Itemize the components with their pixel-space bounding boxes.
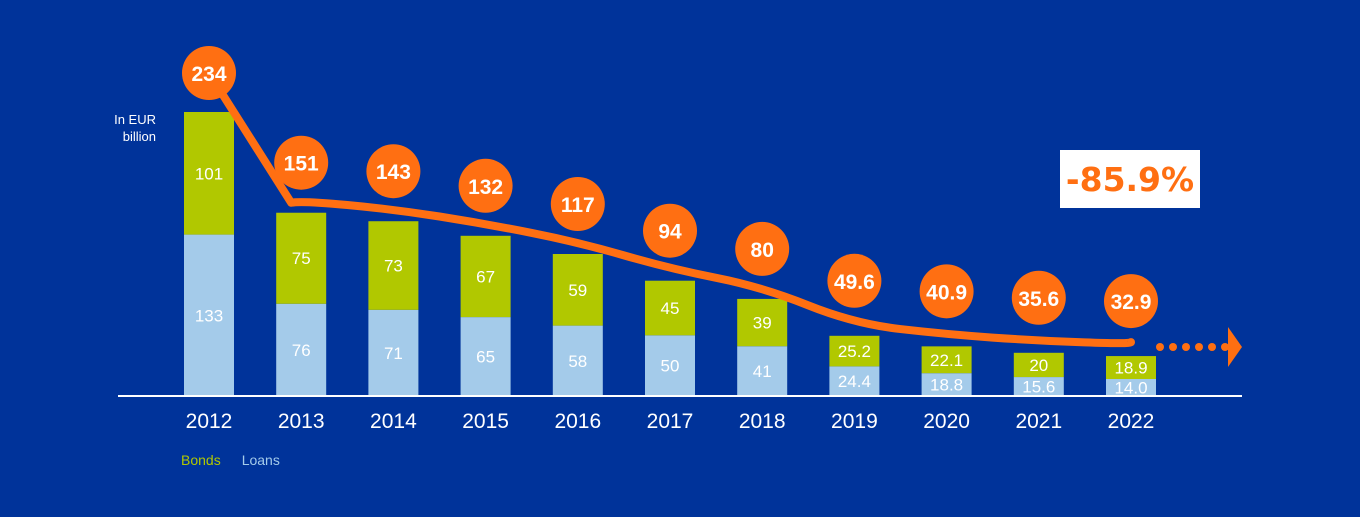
bar-label-bonds-2022: 18.9 xyxy=(1114,359,1147,378)
bar-bonds-2021 xyxy=(1013,352,1064,378)
total-circle-2016 xyxy=(550,177,605,231)
unit-line-1: In EUR xyxy=(114,112,156,127)
bar-label-bonds-2017: 45 xyxy=(661,299,680,318)
bar-label-bonds-2016: 59 xyxy=(568,281,587,300)
bar-bonds-2022 xyxy=(1106,356,1156,380)
y-axis-unit-label: In EUR billion xyxy=(100,111,156,145)
bar-label-bonds-2014: 73 xyxy=(384,257,403,276)
bar-loans-2018 xyxy=(737,346,788,396)
x-tick-label-2021: 2021 xyxy=(1015,410,1062,433)
bar-label-loans-2014: 71 xyxy=(384,344,403,363)
trend-dot-6 xyxy=(1221,343,1229,351)
bar-label-bonds-2020: 22.1 xyxy=(930,351,963,370)
bar-label-loans-2020: 18.8 xyxy=(930,376,963,395)
total-label-2022: 32.9 xyxy=(1111,291,1152,314)
bar-loans-2013 xyxy=(276,303,327,396)
legend-bonds: Bonds xyxy=(181,452,221,468)
x-tick-label-2015: 2015 xyxy=(462,410,509,433)
trend-arrowhead xyxy=(1228,327,1242,367)
x-tick-label-2013: 2013 xyxy=(278,410,325,433)
bar-label-bonds-2018: 39 xyxy=(753,314,772,333)
total-circle-2018 xyxy=(735,221,790,276)
trend-dot-1 xyxy=(1156,343,1164,351)
x-tick-label-2017: 2017 xyxy=(647,410,694,433)
bar-label-bonds-2019: 25.2 xyxy=(838,342,871,361)
unit-line-2: billion xyxy=(122,129,156,144)
total-label-2015: 132 xyxy=(468,176,503,199)
bar-label-bonds-2013: 75 xyxy=(292,249,311,268)
bar-label-loans-2018: 41 xyxy=(753,362,772,381)
total-label-2020: 40.9 xyxy=(926,281,967,304)
total-circle-2021 xyxy=(1011,270,1066,325)
bar-bonds-2014 xyxy=(368,221,419,310)
bar-bonds-2019 xyxy=(829,335,880,367)
total-label-2019: 49.6 xyxy=(834,271,875,294)
x-tick-label-2016: 2016 xyxy=(554,410,601,433)
bar-loans-2015 xyxy=(460,317,511,396)
total-label-2018: 80 xyxy=(751,239,774,262)
total-label-2014: 143 xyxy=(376,161,411,184)
bar-loans-2020 xyxy=(921,373,972,396)
total-label-2013: 151 xyxy=(284,153,319,176)
total-label-2012: 234 xyxy=(191,63,226,86)
bar-bonds-2015 xyxy=(460,235,511,318)
x-tick-label-2019: 2019 xyxy=(831,410,878,433)
bar-loans-2021 xyxy=(1013,377,1064,396)
x-tick-label-2020: 2020 xyxy=(923,410,970,433)
bar-label-loans-2022: 14.0 xyxy=(1114,379,1147,398)
total-circle-2014 xyxy=(366,144,421,199)
x-tick-label-2012: 2012 xyxy=(186,410,233,433)
bar-loans-2017 xyxy=(645,335,695,396)
trend-dot-2 xyxy=(1169,343,1177,351)
bar-bonds-2018 xyxy=(737,298,788,347)
total-circle-2013 xyxy=(274,135,329,190)
trend-dot-3 xyxy=(1182,343,1190,351)
bar-loans-2016 xyxy=(552,325,603,396)
x-tick-label-2022: 2022 xyxy=(1108,410,1155,433)
bar-label-loans-2013: 76 xyxy=(292,341,311,360)
total-label-2016: 117 xyxy=(561,194,595,217)
bar-bonds-2020 xyxy=(921,346,972,374)
trend-dot-5 xyxy=(1208,343,1216,351)
bar-label-loans-2019: 24.4 xyxy=(838,372,871,391)
bar-loans-2022 xyxy=(1106,379,1156,396)
total-label-2017: 94 xyxy=(658,221,682,244)
total-label-2021: 35.6 xyxy=(1018,288,1059,311)
total-circle-2020 xyxy=(919,264,974,319)
legend-loans: Loans xyxy=(241,452,280,468)
bar-label-loans-2012: 133 xyxy=(195,306,223,325)
bar-bonds-2017 xyxy=(645,280,695,336)
bar-loans-2019 xyxy=(829,366,880,396)
x-tick-label-2018: 2018 xyxy=(739,410,786,433)
bar-bonds-2012 xyxy=(184,112,234,235)
bar-loans-2014 xyxy=(368,309,419,396)
bar-bonds-2016 xyxy=(552,254,603,326)
bar-label-bonds-2021: 20 xyxy=(1029,356,1048,375)
bar-label-bonds-2012: 101 xyxy=(195,164,223,183)
total-circle-2012 xyxy=(182,46,236,100)
total-circle-2017 xyxy=(643,203,697,258)
trend-dot-4 xyxy=(1195,343,1203,351)
bar-label-loans-2021: 15.6 xyxy=(1022,378,1055,397)
bar-bonds-2013 xyxy=(276,212,327,304)
total-circle-2015 xyxy=(458,158,513,213)
total-circle-2022 xyxy=(1104,274,1158,329)
x-tick-label-2014: 2014 xyxy=(370,410,417,433)
bar-label-bonds-2015: 67 xyxy=(476,267,495,286)
total-trend-line xyxy=(205,69,1135,348)
bar-loans-2012 xyxy=(184,234,234,396)
bar-label-loans-2016: 58 xyxy=(568,352,587,371)
reduction-callout: -85.9% xyxy=(1060,150,1200,208)
chart-legend: Bonds Loans xyxy=(181,452,280,468)
total-circle-2019 xyxy=(827,253,882,308)
bar-label-loans-2015: 65 xyxy=(476,348,495,367)
bar-label-loans-2017: 50 xyxy=(661,357,680,376)
